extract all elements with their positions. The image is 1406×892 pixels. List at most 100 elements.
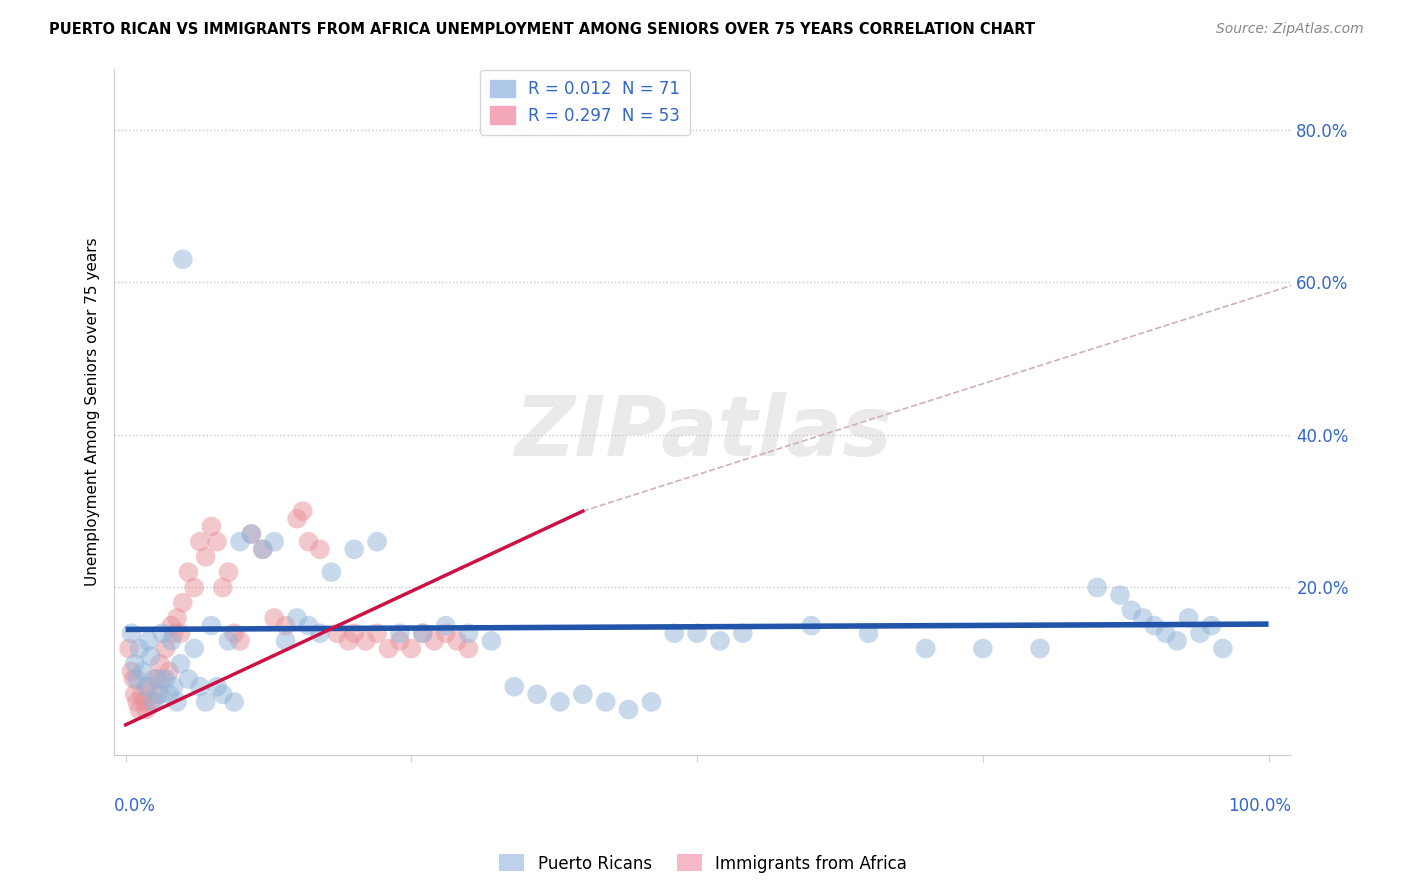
Legend: Puerto Ricans, Immigrants from Africa: Puerto Ricans, Immigrants from Africa — [492, 847, 914, 880]
Point — [1132, 611, 1154, 625]
Point — [229, 534, 252, 549]
Point — [686, 626, 709, 640]
Point — [285, 611, 308, 625]
Point — [128, 641, 150, 656]
Point — [155, 641, 177, 656]
Point — [252, 542, 274, 557]
Point — [169, 657, 191, 671]
Point — [205, 534, 228, 549]
Point — [731, 626, 754, 640]
Point — [572, 687, 595, 701]
Point — [1109, 588, 1132, 602]
Point — [263, 611, 285, 625]
Point — [377, 641, 399, 656]
Point — [457, 626, 479, 640]
Point — [160, 633, 183, 648]
Point — [172, 252, 194, 267]
Point — [434, 626, 457, 640]
Point — [120, 665, 142, 679]
Point — [157, 665, 180, 679]
Point — [211, 581, 233, 595]
Text: 0.0%: 0.0% — [114, 797, 156, 814]
Point — [155, 672, 177, 686]
Point — [177, 672, 200, 686]
Point — [120, 626, 142, 640]
Point — [412, 626, 434, 640]
Point — [309, 626, 332, 640]
Point — [139, 695, 162, 709]
Point — [446, 633, 468, 648]
Point — [343, 626, 366, 640]
Point — [149, 657, 172, 671]
Text: 100.0%: 100.0% — [1229, 797, 1292, 814]
Point — [1121, 603, 1143, 617]
Point — [858, 626, 880, 640]
Point — [479, 633, 502, 648]
Point — [366, 626, 388, 640]
Point — [274, 618, 297, 632]
Point — [132, 665, 155, 679]
Point — [664, 626, 686, 640]
Point — [263, 534, 285, 549]
Point — [183, 581, 205, 595]
Point — [1154, 626, 1177, 640]
Point — [1143, 618, 1166, 632]
Point — [503, 680, 526, 694]
Point — [224, 695, 246, 709]
Point — [143, 695, 166, 709]
Point — [343, 542, 366, 557]
Point — [132, 695, 155, 709]
Point — [1085, 581, 1108, 595]
Point — [709, 633, 731, 648]
Point — [337, 633, 360, 648]
Point — [434, 618, 457, 632]
Point — [139, 649, 162, 664]
Point — [188, 534, 211, 549]
Point — [162, 626, 184, 640]
Point — [617, 702, 640, 716]
Point — [124, 657, 146, 671]
Point — [138, 680, 160, 694]
Point — [125, 695, 148, 709]
Point — [457, 641, 479, 656]
Point — [200, 618, 222, 632]
Point — [183, 641, 205, 656]
Point — [274, 633, 297, 648]
Point — [1188, 626, 1211, 640]
Point — [218, 565, 240, 579]
Point — [1029, 641, 1052, 656]
Point — [326, 626, 349, 640]
Point — [366, 534, 388, 549]
Point — [157, 687, 180, 701]
Point — [224, 626, 246, 640]
Point — [149, 687, 172, 701]
Point — [412, 626, 434, 640]
Point — [548, 695, 571, 709]
Text: PUERTO RICAN VS IMMIGRANTS FROM AFRICA UNEMPLOYMENT AMONG SENIORS OVER 75 YEARS : PUERTO RICAN VS IMMIGRANTS FROM AFRICA U… — [49, 22, 1035, 37]
Point — [135, 702, 157, 716]
Point — [194, 695, 217, 709]
Point — [229, 633, 252, 648]
Point — [285, 512, 308, 526]
Point — [131, 687, 153, 701]
Point — [240, 527, 263, 541]
Point — [211, 687, 233, 701]
Point — [526, 687, 548, 701]
Point — [218, 633, 240, 648]
Point — [252, 542, 274, 557]
Point — [162, 680, 184, 694]
Point — [595, 695, 617, 709]
Point — [1201, 618, 1223, 632]
Point — [172, 596, 194, 610]
Point — [205, 680, 228, 694]
Point — [200, 519, 222, 533]
Point — [914, 641, 936, 656]
Point — [297, 534, 319, 549]
Point — [135, 680, 157, 694]
Point — [388, 633, 411, 648]
Point — [972, 641, 994, 656]
Point — [124, 687, 146, 701]
Point — [800, 618, 823, 632]
Point — [150, 626, 173, 640]
Text: ZIPatlas: ZIPatlas — [513, 392, 891, 473]
